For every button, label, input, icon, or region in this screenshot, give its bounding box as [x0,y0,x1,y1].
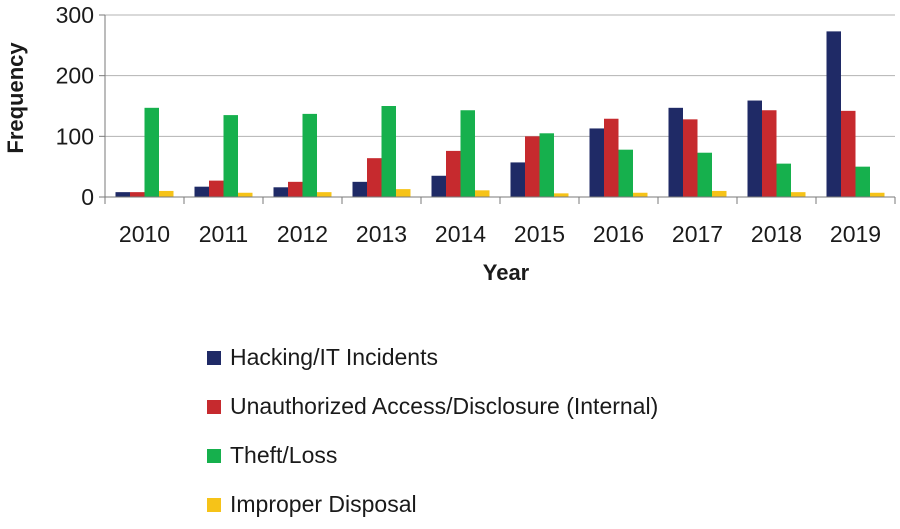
x-tick-labels: 2010 2011 2012 2013 2014 2015 2016 2017 2018 2019 [119,221,881,247]
legend-label: Unauthorized Access/Disclosure (Internal… [230,393,659,419]
y-tick-label: 100 [56,123,94,149]
legend-label: Improper Disposal [230,491,417,517]
bar [159,190,174,197]
x-tick-label: 2014 [435,221,486,247]
legend-item-unauthorized: Unauthorized Access/Disclosure (Internal… [207,382,658,431]
bar [589,128,604,197]
bar [381,106,396,197]
bar [288,181,303,197]
bar [604,118,619,197]
x-tick-label: 2015 [514,221,565,247]
bars [115,31,885,197]
bar [683,119,698,197]
x-tick-label: 2011 [199,221,248,247]
bar [697,152,712,197]
x-tick-label: 2018 [751,221,802,247]
legend-swatch [207,448,221,463]
bar [367,158,382,197]
x-tick-label: 2013 [356,221,407,247]
x-axis-title: Year [483,260,530,285]
bar [668,107,683,197]
legend: Hacking/IT Incidents Unauthorized Access… [207,333,658,529]
bar [273,187,288,197]
bar [712,190,727,197]
bar [115,192,130,197]
legend-swatch [207,497,221,512]
bar [747,100,762,197]
bar [762,110,777,197]
bar [144,107,159,197]
y-tick-label: 0 [81,184,94,210]
legend-item-hacking: Hacking/IT Incidents [207,333,658,382]
x-tick-label: 2012 [277,221,328,247]
y-tick-label: 300 [56,2,94,28]
bar [302,113,317,197]
bar [539,133,554,197]
bar [446,150,461,197]
bar [510,162,525,197]
x-tick-label: 2017 [672,221,723,247]
bar [475,190,490,197]
legend-swatch [207,399,221,414]
x-tick-label: 2016 [593,221,644,247]
bar [223,115,238,197]
bar [317,192,332,197]
y-tick-label: 200 [56,63,94,89]
bar [870,192,885,197]
bar [841,110,856,197]
legend-label: Hacking/IT Incidents [230,344,438,370]
bar [460,110,475,197]
bar [525,136,540,197]
bar [633,192,648,197]
bar [826,31,841,197]
bar [130,192,145,197]
axes [99,14,896,204]
bar [431,175,446,197]
x-tick-label: 2010 [119,221,170,247]
bar [791,192,806,197]
bar [209,180,224,197]
bar [554,193,569,197]
y-axis-title: Frequency [3,42,28,154]
y-tick-labels: 0 100 200 300 [56,2,94,210]
legend-swatch [207,350,221,365]
legend-item-improper-disposal: Improper Disposal [207,480,658,529]
bar [238,192,253,197]
bar [396,189,411,197]
bar [776,163,791,197]
bar [352,181,367,197]
legend-label: Theft/Loss [230,442,338,468]
bar [194,186,209,197]
x-tick-label: 2019 [830,221,881,247]
legend-item-theft-loss: Theft/Loss [207,431,658,480]
bar [618,149,633,197]
bar [855,166,870,197]
